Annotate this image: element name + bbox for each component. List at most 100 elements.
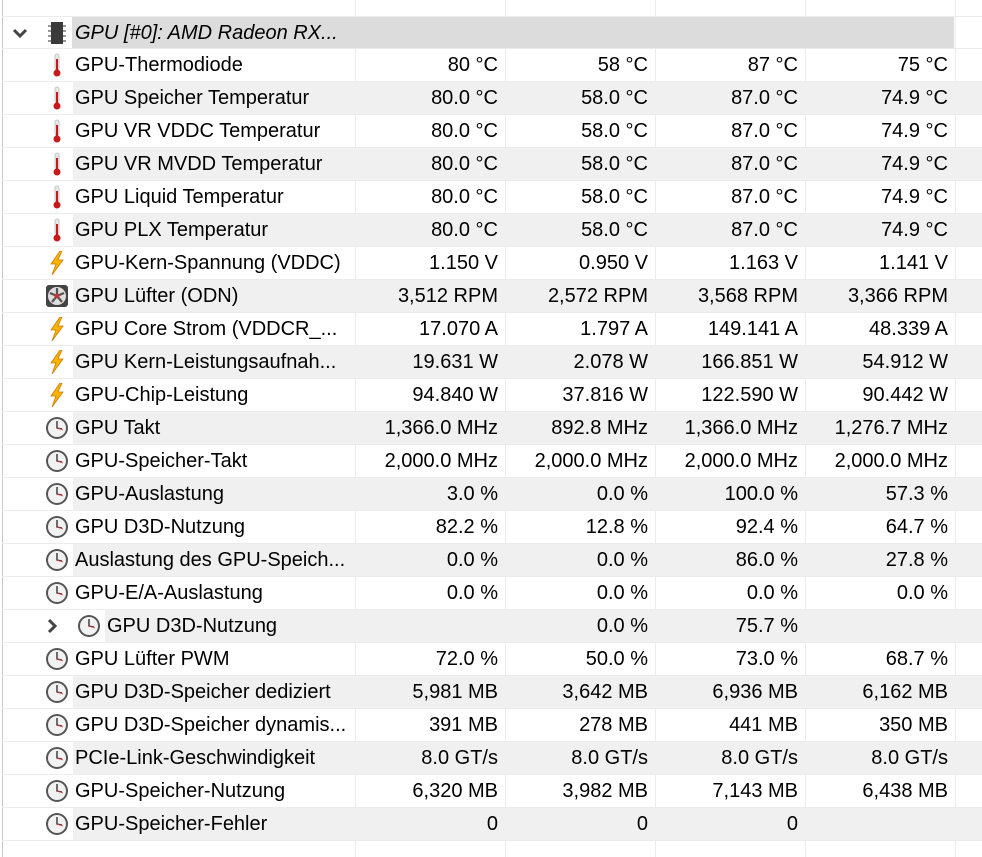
sensor-value-minimum: 58.0 °C (581, 153, 648, 175)
sensor-row[interactable]: GPU D3D-Nutzung 0.0 % 75.7 % (2, 610, 982, 643)
sensor-value-minimum: 2,572 RPM (547, 285, 648, 307)
sensor-row[interactable]: GPU-Speicher-Fehler 0 0 0 (2, 808, 982, 841)
thermometer-icon (45, 218, 69, 242)
sensor-name: GPU VR VDDC Temperatur (75, 120, 321, 142)
sensor-value-maximum: 6,936 MB (712, 681, 798, 703)
sensor-row[interactable]: GPU VR MVDD Temperatur 80.0 °C 58.0 °C 87.0… (2, 148, 982, 181)
sensor-row[interactable]: GPU-E/A-Auslastung 0.0 % 0.0 % 0.0 % 0.0 % (2, 577, 982, 610)
sensor-value-minimum: 12.8 % (585, 516, 648, 538)
sensor-value-maximum: 7,143 MB (712, 780, 798, 802)
sensor-value-maximum: 0.0 % (746, 582, 798, 604)
sensor-value-current: 8.0 GT/s (421, 747, 498, 769)
lightning-icon (45, 316, 69, 342)
clock-icon (77, 614, 101, 638)
sensor-name: GPU Liquid Temperatur (75, 186, 284, 208)
sensor-name: GPU Lüfter (ODN) (75, 285, 239, 307)
sensor-name: GPU-Kern-Spannung (VDDC) (75, 252, 341, 274)
sensor-row[interactable]: GPU-Speicher-Takt 2,000.0 MHz 2,000.0 MHz 2… (2, 445, 982, 478)
sensor-row[interactable]: GPU PLX Temperatur 80.0 °C 58.0 °C 87.0 °C 7… (2, 214, 982, 247)
sensor-value-current: 1.150 V (429, 252, 498, 274)
clock-icon (45, 779, 69, 803)
sensor-value-average: 1.141 V (879, 252, 948, 274)
chevron-right-icon[interactable] (42, 610, 62, 642)
sensor-value-average: 75 °C (897, 54, 948, 76)
sensor-value-current: 0 (486, 813, 498, 835)
sensor-row[interactable]: GPU D3D-Nutzung 82.2 % 12.8 % 92.4 % 64.7 % (2, 511, 982, 544)
sensor-value-current: 19.631 W (412, 351, 498, 373)
sensor-row[interactable]: GPU D3D-Speicher dynamis... 391 MB 278 MB 4… (2, 709, 982, 742)
sensor-value-average: 27.8 % (885, 549, 948, 571)
sensor-value-minimum: 8.0 GT/s (571, 747, 648, 769)
sensor-row[interactable]: GPU Lüfter (ODN) 3,512 RPM 2,572 RPM 3,568 … (2, 280, 982, 313)
sensor-row[interactable]: GPU Speicher Temperatur 80.0 °C 58.0 °C 87.… (2, 82, 982, 115)
sensor-value-average: 6,438 MB (862, 780, 948, 802)
sensor-row[interactable]: GPU Lüfter PWM 72.0 % 50.0 % 73.0 % 68.7 % (2, 643, 982, 676)
sensor-value-average: 74.9 °C (881, 153, 948, 175)
thermometer-icon (45, 185, 69, 209)
sensor-value-maximum: 166.851 W (701, 351, 798, 373)
thermometer-icon (45, 152, 69, 176)
sensor-value-current: 82.2 % (435, 516, 498, 538)
sensor-name: GPU D3D-Speicher dediziert (75, 681, 331, 703)
sensor-value-minimum: 3,982 MB (562, 780, 648, 802)
sensor-row[interactable]: GPU Kern-Leistungsaufnah... 19.631 W 2.078… (2, 346, 982, 379)
sensor-row[interactable]: GPU-Speicher-Nutzung 6,320 MB 3,982 MB 7,14… (2, 775, 982, 808)
sensor-row[interactable]: GPU Takt 1,366.0 MHz 892.8 MHz 1,366.0 MHz 1… (2, 412, 982, 445)
sensor-value-average (808, 610, 948, 642)
clock-icon (45, 581, 69, 605)
thermometer-icon (45, 53, 69, 77)
sensor-value-average: 350 MB (879, 714, 948, 736)
sensor-value-minimum: 58 °C (597, 54, 648, 76)
sensor-value-minimum: 58.0 °C (581, 186, 648, 208)
sensor-value-maximum: 87.0 °C (731, 153, 798, 175)
lightning-icon (45, 382, 69, 408)
sensor-value-average: 74.9 °C (881, 219, 948, 241)
sensor-name: GPU D3D-Speicher dynamis... (75, 714, 347, 736)
sensor-name: GPU-Thermodiode (75, 54, 243, 76)
sensor-row[interactable]: GPU-Kern-Spannung (VDDC) 1.150 V 0.950 V 1.… (2, 247, 982, 280)
sensor-value-average: 74.9 °C (881, 87, 948, 109)
sensor-value-current: 80 °C (447, 54, 498, 76)
chevron-down-icon[interactable] (10, 17, 30, 49)
sensor-value-minimum: 58.0 °C (581, 120, 648, 142)
sensor-row[interactable]: PCIe-Link-Geschwindigkeit 8.0 GT/s 8.0 GT/… (2, 742, 982, 775)
sensor-value-maximum: 87.0 °C (731, 120, 798, 142)
sensor-value-maximum: 73.0 % (735, 648, 798, 670)
sensor-row[interactable]: Auslastung des GPU-Speich... 0.0 % 0.0 % 86… (2, 544, 982, 577)
sensor-name: Auslastung des GPU-Speich... (75, 549, 346, 571)
sensor-row[interactable]: GPU-Auslastung 3.0 % 0.0 % 100.0 % 57.3 % (2, 478, 982, 511)
sensor-value-minimum: 0 (636, 813, 648, 835)
sensor-name: GPU Core Strom (VDDCR_... (75, 318, 338, 340)
sensor-value-average: 6,162 MB (862, 681, 948, 703)
sensor-name: GPU Speicher Temperatur (75, 87, 310, 109)
sensor-value-minimum: 2,000.0 MHz (534, 450, 648, 472)
sensor-value-average: 8.0 GT/s (871, 747, 948, 769)
sensor-value-current: 5,981 MB (412, 681, 498, 703)
sensor-row[interactable]: GPU-Chip-Leistung 94.840 W 37.816 W 122.590… (2, 379, 982, 412)
sensor-value-maximum: 1.163 V (729, 252, 798, 274)
sensor-group-title: GPU [#0]: AMD Radeon RX... (75, 22, 338, 44)
sensor-name: GPU-Speicher-Fehler (75, 813, 268, 835)
sensor-value-current: 2,000.0 MHz (384, 450, 498, 472)
sensor-row[interactable]: GPU D3D-Speicher dediziert 5,981 MB 3,642 … (2, 676, 982, 709)
sensor-name: GPU VR MVDD Temperatur (75, 153, 323, 175)
sensor-group-header[interactable]: GPU [#0]: AMD Radeon RX... (2, 16, 982, 49)
sensor-value-minimum: 0.0 % (596, 615, 648, 637)
sensor-value-average: 74.9 °C (881, 186, 948, 208)
sensor-row[interactable]: GPU-Thermodiode 80 °C 58 °C 87 °C 75 °C (2, 49, 982, 82)
sensor-value-minimum: 2.078 W (573, 351, 648, 373)
clock-icon (45, 680, 69, 704)
sensor-row[interactable]: GPU Core Strom (VDDCR_... 17.070 A 1.797 A… (2, 313, 982, 346)
sensor-name: GPU D3D-Nutzung (107, 615, 278, 637)
sensor-value-maximum: 92.4 % (735, 516, 798, 538)
thermometer-icon (45, 119, 69, 143)
sensor-value-average: 1,276.7 MHz (834, 417, 948, 439)
sensor-value-current: 3,512 RPM (397, 285, 498, 307)
sensor-value-current: 80.0 °C (431, 219, 498, 241)
sensor-value-maximum: 149.141 A (707, 318, 798, 340)
sensor-name: PCIe-Link-Geschwindigkeit (75, 747, 316, 769)
sensor-row[interactable]: GPU Liquid Temperatur 80.0 °C 58.0 °C 87.0 … (2, 181, 982, 214)
sensor-value-maximum: 1,366.0 MHz (684, 417, 798, 439)
sensor-value-average: 2,000.0 MHz (834, 450, 948, 472)
sensor-row[interactable]: GPU VR VDDC Temperatur 80.0 °C 58.0 °C 87.0… (2, 115, 982, 148)
